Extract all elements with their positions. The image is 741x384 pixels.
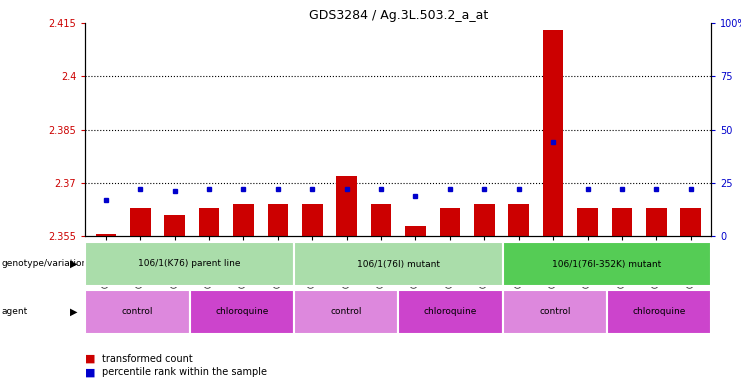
Bar bbox=[474, 204, 494, 236]
Bar bbox=[268, 204, 288, 236]
Bar bbox=[680, 208, 701, 236]
Text: control: control bbox=[122, 308, 153, 316]
Bar bbox=[130, 208, 150, 236]
Bar bbox=[302, 204, 322, 236]
Bar bbox=[542, 30, 563, 236]
Text: ▶: ▶ bbox=[70, 307, 78, 317]
Text: ■: ■ bbox=[85, 354, 96, 364]
Text: ▶: ▶ bbox=[70, 259, 78, 269]
Text: control: control bbox=[539, 308, 571, 316]
Text: transformed count: transformed count bbox=[102, 354, 192, 364]
Bar bbox=[336, 176, 357, 236]
Text: agent: agent bbox=[1, 308, 27, 316]
Text: genotype/variation: genotype/variation bbox=[1, 260, 87, 268]
Bar bbox=[233, 204, 253, 236]
Bar bbox=[646, 208, 667, 236]
Bar bbox=[508, 204, 529, 236]
Bar bbox=[405, 225, 426, 236]
Title: GDS3284 / Ag.3L.503.2_a_at: GDS3284 / Ag.3L.503.2_a_at bbox=[309, 9, 488, 22]
Bar bbox=[96, 234, 116, 236]
Text: chloroquine: chloroquine bbox=[424, 308, 477, 316]
Text: 106/1(K76) parent line: 106/1(K76) parent line bbox=[139, 260, 241, 268]
Bar bbox=[165, 215, 185, 236]
Text: ■: ■ bbox=[85, 367, 96, 377]
Bar bbox=[370, 204, 391, 236]
Bar bbox=[439, 208, 460, 236]
Bar bbox=[199, 208, 219, 236]
Text: percentile rank within the sample: percentile rank within the sample bbox=[102, 367, 267, 377]
Text: chloroquine: chloroquine bbox=[633, 308, 686, 316]
Text: 106/1(76I) mutant: 106/1(76I) mutant bbox=[356, 260, 440, 268]
Bar bbox=[611, 208, 632, 236]
Text: 106/1(76I-352K) mutant: 106/1(76I-352K) mutant bbox=[552, 260, 662, 268]
Text: chloroquine: chloroquine bbox=[215, 308, 268, 316]
Bar bbox=[577, 208, 598, 236]
Text: control: control bbox=[330, 308, 362, 316]
